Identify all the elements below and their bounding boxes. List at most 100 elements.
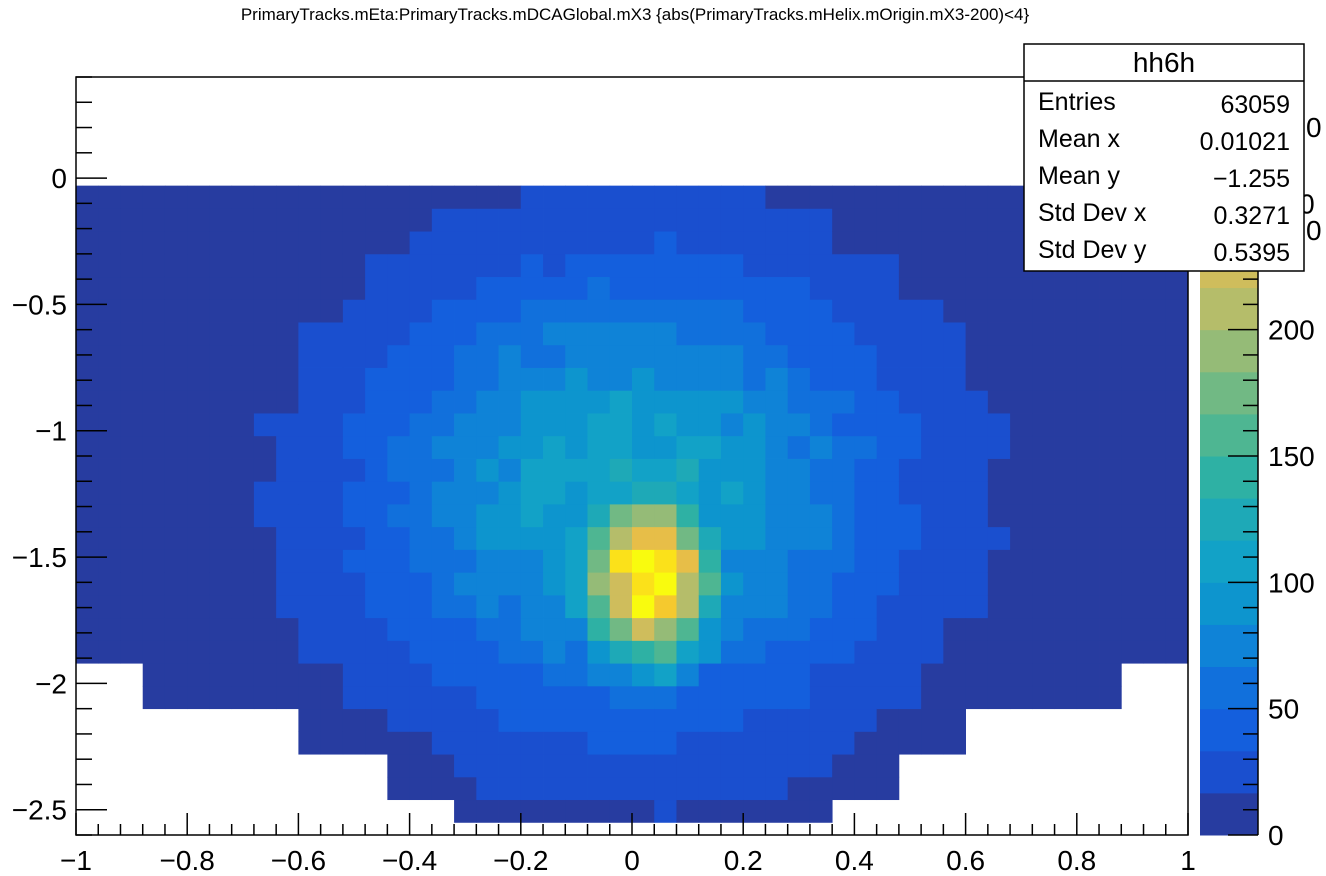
heatmap-cell <box>698 685 722 710</box>
heatmap-cell <box>98 413 121 437</box>
heatmap-cell <box>632 663 655 687</box>
heatmap-cell <box>565 458 588 482</box>
heatmap-cell <box>921 344 944 368</box>
heatmap-cell <box>164 367 188 391</box>
heatmap-cell <box>276 481 299 505</box>
heatmap-cell <box>454 458 477 482</box>
heatmap-cell <box>565 185 588 209</box>
heatmap-cell <box>609 572 633 596</box>
heatmap-cell <box>854 322 878 346</box>
heatmap-cell <box>142 594 166 619</box>
heatmap-cell <box>854 390 878 414</box>
heatmap-cell <box>921 685 944 710</box>
heatmap-cell <box>609 754 633 778</box>
heatmap-cell <box>276 594 299 619</box>
heatmap-cell <box>1076 526 1100 550</box>
heatmap-cell <box>698 231 722 255</box>
heatmap-cell <box>698 526 722 550</box>
heatmap-cell <box>342 731 366 755</box>
heatmap-cell <box>98 549 121 573</box>
heatmap-cell <box>342 572 366 596</box>
x-tick-label: −1 <box>60 845 92 876</box>
heatmap-cell <box>876 458 900 482</box>
heatmap-cell <box>76 481 99 505</box>
heatmap-cell <box>298 276 322 300</box>
heatmap-cell <box>809 572 833 596</box>
heatmap-cell <box>943 640 966 664</box>
heatmap-cell <box>454 504 477 528</box>
heatmap-cell <box>142 413 166 437</box>
heatmap-cell <box>632 299 655 323</box>
heatmap-cell <box>876 481 900 505</box>
heatmap-cell <box>365 435 388 459</box>
heatmap-cell <box>120 549 144 573</box>
heatmap-cell <box>876 572 900 596</box>
heatmap-cell <box>921 299 944 323</box>
heatmap-cell <box>276 208 299 232</box>
heatmap-cell <box>698 708 722 732</box>
heatmap-cell <box>320 231 344 255</box>
y-axis: 0 −0.5 −1 −1.5 −2 −2.5 <box>12 76 107 836</box>
heatmap-cell <box>1099 685 1122 710</box>
heatmap-cell <box>809 526 833 550</box>
heatmap-cell <box>231 231 255 255</box>
heatmap-cell <box>854 253 878 278</box>
heatmap-cell <box>987 617 1011 641</box>
heatmap-cell <box>76 390 99 414</box>
heatmap-cell <box>1076 617 1100 641</box>
heatmap-cell <box>231 435 255 459</box>
heatmap-cell <box>632 413 655 437</box>
heatmap-cell <box>809 685 833 710</box>
heatmap-cell <box>320 549 344 573</box>
heatmap-cell <box>454 663 477 687</box>
heatmap-cell <box>231 640 255 664</box>
heatmap-cell <box>320 185 344 209</box>
heatmap-cell <box>520 526 544 550</box>
heatmap-cell <box>298 685 322 710</box>
heatmap-cell <box>431 640 455 664</box>
heatmap-cell <box>98 185 121 209</box>
heatmap-cell <box>387 276 410 300</box>
heatmap-cell <box>720 185 744 209</box>
heatmap-cell <box>898 708 922 732</box>
heatmap-cell <box>1121 413 1144 437</box>
heatmap-cell <box>387 640 410 664</box>
heatmap-cell <box>965 253 989 278</box>
heatmap-cell <box>164 685 188 710</box>
heatmap-cell <box>209 458 233 482</box>
heatmap-cell <box>987 663 1011 687</box>
heatmap-cell <box>1121 526 1144 550</box>
heatmap-cell <box>898 344 922 368</box>
heatmap-cell <box>698 731 722 755</box>
heatmap-cell <box>76 185 99 209</box>
heatmap-cell <box>476 185 499 209</box>
heatmap-cell <box>720 322 744 346</box>
heatmap-cell <box>1165 481 1189 505</box>
heatmap-cell <box>498 594 522 619</box>
heatmap-cell <box>98 390 121 414</box>
heatmap-cell <box>854 685 878 710</box>
heatmap-cell <box>943 253 966 278</box>
heatmap-cell <box>632 458 655 482</box>
heatmap-cell <box>698 299 722 323</box>
heatmap-cell <box>498 413 522 437</box>
heatmap-cell <box>253 185 277 209</box>
heatmap-cell <box>1099 276 1122 300</box>
heatmap-cell <box>253 640 277 664</box>
heatmap-cell <box>632 754 655 778</box>
heatmap-cell <box>765 754 789 778</box>
heatmap-cell <box>765 549 789 573</box>
heatmap-cell <box>209 481 233 505</box>
heatmap-cell <box>387 663 410 687</box>
heatmap-cell <box>765 299 789 323</box>
heatmap-cell <box>1054 435 1078 459</box>
heatmap-cell <box>943 185 966 209</box>
z-tick-label: 200 <box>1268 315 1315 346</box>
heatmap-cell <box>431 435 455 459</box>
heatmap-cell <box>454 390 477 414</box>
heatmap-cell <box>1143 413 1167 437</box>
heatmap-cell <box>187 458 210 482</box>
heatmap-cell <box>342 344 366 368</box>
heatmap-cell <box>164 231 188 255</box>
